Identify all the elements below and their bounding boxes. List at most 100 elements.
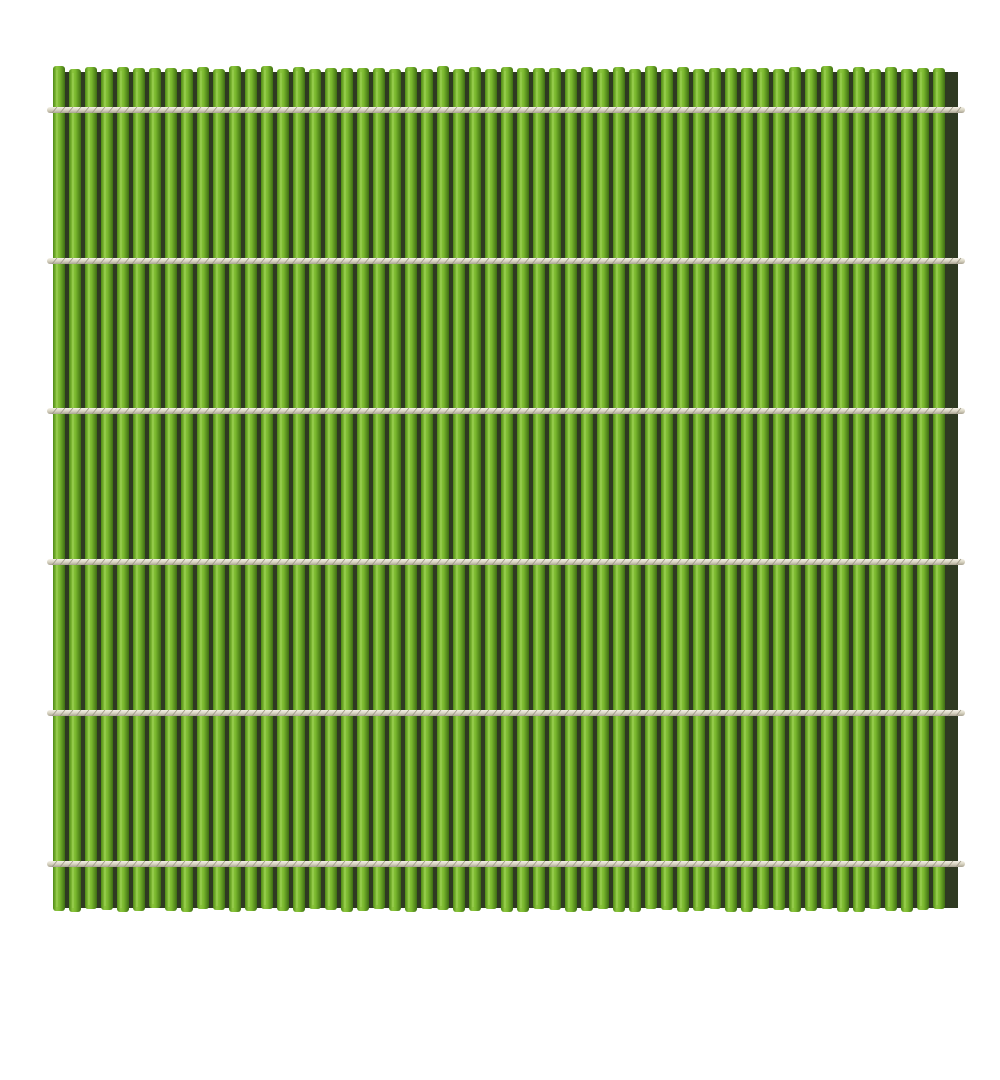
cord-twist bbox=[483, 407, 490, 415]
bamboo-stick bbox=[69, 69, 81, 912]
cord-twist bbox=[355, 257, 362, 265]
cord-twist bbox=[555, 709, 562, 717]
cord-twist bbox=[691, 709, 698, 717]
cord-twist bbox=[603, 558, 610, 566]
cord-twist bbox=[355, 106, 362, 114]
cord-twist bbox=[851, 558, 858, 566]
cord-twist bbox=[739, 407, 746, 415]
cord-twist bbox=[435, 558, 442, 566]
cord-twist bbox=[491, 558, 498, 566]
cord-twist bbox=[59, 709, 66, 717]
cord-twist bbox=[451, 558, 458, 566]
cord-twist bbox=[595, 558, 602, 566]
bamboo-stick bbox=[389, 69, 401, 911]
cord-twist bbox=[475, 558, 482, 566]
cord-twist bbox=[259, 106, 266, 114]
cord-twist bbox=[835, 257, 842, 265]
cord-twist bbox=[403, 558, 410, 566]
cord-twist bbox=[251, 407, 258, 415]
cord-twist bbox=[643, 558, 650, 566]
cord-twist bbox=[771, 257, 778, 265]
cord-twist bbox=[667, 860, 674, 868]
cord-twist bbox=[651, 407, 658, 415]
cord-twist bbox=[363, 407, 370, 415]
bamboo-stick bbox=[725, 68, 737, 912]
cord-twist bbox=[931, 257, 938, 265]
cord-twist bbox=[499, 106, 506, 114]
cord-twist bbox=[579, 106, 586, 114]
cord-twist bbox=[651, 257, 658, 265]
cord-twist bbox=[155, 106, 162, 114]
cord-twist bbox=[811, 106, 818, 114]
cord-twist bbox=[491, 257, 498, 265]
cord-twist bbox=[515, 257, 522, 265]
bamboo-stick bbox=[773, 69, 785, 910]
cord-twist bbox=[723, 257, 730, 265]
cord-twist bbox=[379, 558, 386, 566]
cord-twist bbox=[227, 257, 234, 265]
cord-twist bbox=[475, 257, 482, 265]
cord-twist bbox=[819, 106, 826, 114]
cord-twist bbox=[643, 106, 650, 114]
cord-twist bbox=[883, 257, 890, 265]
cord-twist bbox=[883, 860, 890, 868]
cord-twist bbox=[75, 860, 82, 868]
cord-twist bbox=[275, 709, 282, 717]
cord-twist bbox=[835, 407, 842, 415]
cord-twist bbox=[411, 407, 418, 415]
cord-twist bbox=[731, 407, 738, 415]
cord-twist bbox=[955, 709, 962, 717]
cord-twist bbox=[123, 709, 130, 717]
cord-twist bbox=[739, 106, 746, 114]
cord-twist bbox=[115, 407, 122, 415]
cord-twist bbox=[835, 860, 842, 868]
cord-twist bbox=[403, 257, 410, 265]
cord-twist bbox=[907, 558, 914, 566]
cord-twist bbox=[483, 709, 490, 717]
cord-twist bbox=[411, 257, 418, 265]
cord-twist bbox=[371, 407, 378, 415]
cord-twist bbox=[851, 709, 858, 717]
cord-twist bbox=[227, 106, 234, 114]
cord-twist bbox=[715, 860, 722, 868]
cord-twist bbox=[283, 860, 290, 868]
cord-twist bbox=[243, 257, 250, 265]
cord-twist bbox=[483, 257, 490, 265]
bamboo-stick bbox=[661, 69, 673, 910]
cord-twist bbox=[307, 407, 314, 415]
bamboo-stick bbox=[501, 67, 513, 912]
cord-twist bbox=[611, 558, 618, 566]
cord-twist bbox=[675, 106, 682, 114]
cord-twist bbox=[947, 860, 954, 868]
cord-twist bbox=[75, 709, 82, 717]
cord-twist bbox=[675, 860, 682, 868]
cord-twist bbox=[635, 257, 642, 265]
cord-twist bbox=[475, 106, 482, 114]
cord-twist bbox=[859, 558, 866, 566]
bamboo-stick bbox=[309, 69, 321, 909]
bamboo-stick bbox=[469, 67, 481, 911]
cord-twist bbox=[395, 257, 402, 265]
cord-twist bbox=[163, 257, 170, 265]
cord-twist bbox=[203, 257, 210, 265]
cord-twist bbox=[403, 407, 410, 415]
cord-twist bbox=[595, 257, 602, 265]
cord-twist bbox=[259, 558, 266, 566]
cord-twist bbox=[835, 106, 842, 114]
cord-twist bbox=[803, 558, 810, 566]
cord-twist bbox=[403, 860, 410, 868]
cord-twist bbox=[91, 407, 98, 415]
bamboo-stick bbox=[229, 66, 241, 912]
cord-twist bbox=[427, 709, 434, 717]
cord-twist bbox=[867, 558, 874, 566]
cord-twist bbox=[803, 860, 810, 868]
cord-twist bbox=[587, 407, 594, 415]
cord-twist bbox=[155, 709, 162, 717]
cord-twist bbox=[219, 558, 226, 566]
cord-twist bbox=[683, 106, 690, 114]
cord-twist bbox=[619, 709, 626, 717]
bamboo-stick bbox=[805, 69, 817, 911]
cord-twist bbox=[171, 558, 178, 566]
cord-twist bbox=[747, 558, 754, 566]
cord-twist bbox=[787, 106, 794, 114]
